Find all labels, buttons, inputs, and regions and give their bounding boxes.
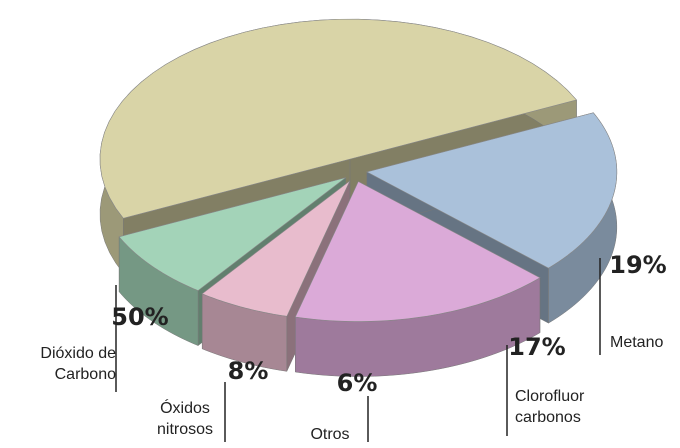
value-label: 50% [111,303,168,331]
value-label: 17% [508,333,565,361]
category-label: Óxidos nitrosos [140,398,230,440]
value-label: 8% [228,357,269,385]
category-label: Clorofluor carbonos [515,386,625,428]
value-label: 19% [609,251,666,279]
category-label: Otros [300,424,360,445]
value-label: 6% [337,369,378,397]
category-label: Dióxido de Carbono [10,343,116,385]
category-label: Metano [610,332,680,353]
chart: 50% 8% 6% 17% 19% Dióxido de Carbono Óxidos n… [0,0,680,448]
